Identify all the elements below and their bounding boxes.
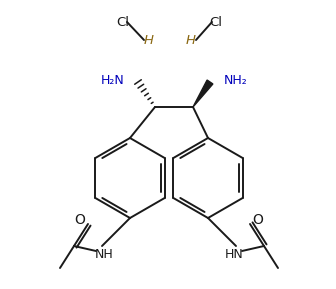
Text: H₂N: H₂N <box>100 73 124 86</box>
Polygon shape <box>193 80 213 107</box>
Text: H: H <box>144 34 154 47</box>
Text: NH: NH <box>95 248 113 261</box>
Text: H: H <box>186 34 196 47</box>
Text: Cl: Cl <box>210 16 222 29</box>
Text: NH₂: NH₂ <box>224 73 248 86</box>
Text: O: O <box>253 213 263 227</box>
Text: O: O <box>75 213 85 227</box>
Text: Cl: Cl <box>117 16 129 29</box>
Text: HN: HN <box>225 248 243 261</box>
